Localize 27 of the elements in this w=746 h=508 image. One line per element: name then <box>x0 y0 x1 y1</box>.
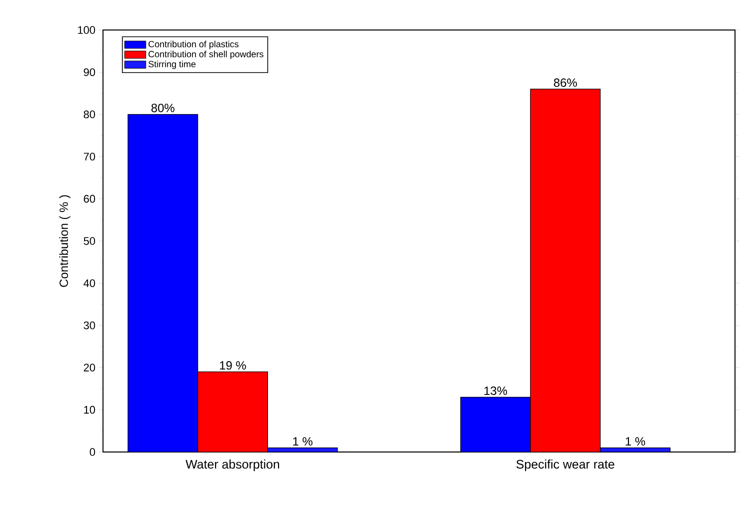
y-tick-label: 0 <box>90 448 96 456</box>
x-tick-label: Specific wear rate <box>516 459 614 472</box>
bar <box>530 88 601 452</box>
y-tick-label: 80 <box>84 110 96 118</box>
y-tick-label: 70 <box>84 152 96 160</box>
legend-label: Stirring time <box>148 60 196 70</box>
legend-label: Contribution of plastics <box>148 40 238 50</box>
y-tick-label: 60 <box>84 194 96 203</box>
x-tick-label: Water absorption <box>186 459 280 472</box>
y-tick-label: 20 <box>84 364 96 372</box>
data-label: 86% <box>554 78 577 87</box>
data-label: 80% <box>151 104 174 112</box>
bar <box>460 396 531 452</box>
y-tick-label: 40 <box>84 279 96 288</box>
y-tick-label: 10 <box>84 406 96 414</box>
y-tick-label: 100 <box>78 26 96 34</box>
legend-label: Contribution of shell powders <box>148 50 264 60</box>
y-tick-label: 90 <box>84 68 96 76</box>
data-label: 19 % <box>220 361 246 370</box>
bar <box>198 372 268 452</box>
bar <box>128 114 198 452</box>
y-tick-label: 50 <box>84 237 96 245</box>
data-label: 1 % <box>626 437 646 446</box>
y-tick-label: 30 <box>84 322 96 330</box>
data-label: 1 % <box>293 437 312 446</box>
y-axis-title: Contribution ( % ) <box>59 195 70 287</box>
data-label: 13% <box>484 386 508 395</box>
